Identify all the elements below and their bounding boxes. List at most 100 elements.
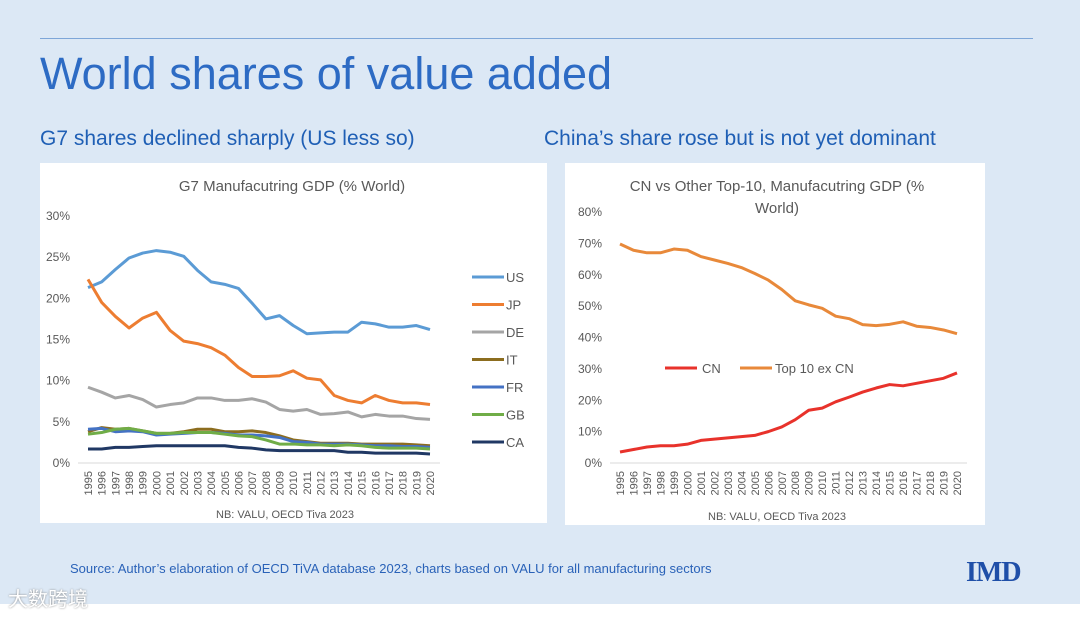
x-tick-label: 2016: [898, 471, 910, 495]
series-line-de: [87, 385, 431, 421]
source-note: Source: Author’s elaboration of OECD TiV…: [70, 561, 712, 576]
x-tick-label: 1997: [110, 471, 122, 495]
x-tick-label: 2001: [696, 471, 708, 495]
legend-label: Top 10 ex CN: [775, 361, 854, 376]
x-tick-label: 2014: [871, 471, 883, 495]
x-tick-label: 2006: [233, 471, 245, 495]
x-tick-label: 2010: [288, 471, 300, 495]
x-tick-label: 1996: [97, 471, 109, 495]
series-line-top-10-ex-cn: [619, 242, 958, 336]
slide: World shares of value added G7 shares de…: [0, 0, 1080, 604]
x-tick-label: 1997: [642, 471, 654, 495]
x-tick-label: 2001: [165, 471, 177, 495]
x-tick-label: 2011: [302, 471, 314, 495]
x-tick-label: 1999: [138, 471, 150, 495]
x-tick-label: 1999: [669, 471, 681, 495]
x-tick-label: 2002: [179, 471, 191, 495]
right-subtitle: China’s share rose but is not yet domina…: [544, 127, 936, 150]
legend-label: GB: [506, 408, 525, 423]
y-tick-label: 40%: [578, 331, 602, 345]
series-line-ca: [88, 444, 431, 456]
x-tick-label: 1998: [124, 471, 136, 495]
y-tick-label: 50%: [578, 299, 602, 313]
legend-label: CN: [702, 361, 721, 376]
x-tick-label: 1996: [628, 471, 640, 495]
chart-note: NB: VALU, OECD Tiva 2023: [216, 509, 354, 521]
y-tick-label: 5%: [53, 415, 71, 429]
series-line-jp: [86, 278, 431, 407]
x-tick-label: 2005: [220, 471, 232, 495]
x-tick-label: 2017: [912, 471, 924, 495]
g7-chart: G7 Manufacutring GDP (% World) NB: VALU,…: [40, 163, 547, 523]
x-tick-label: 2002: [709, 471, 721, 495]
chart-title: G7 Manufacutring GDP (% World): [179, 178, 405, 195]
x-tick-label: 2009: [275, 471, 287, 495]
cn-chart: CN vs Other Top-10, Manufacutring GDP (%…: [565, 163, 985, 525]
x-tick-label: 2017: [384, 471, 396, 495]
y-tick-label: 30%: [578, 362, 602, 376]
x-tick-label: 2007: [777, 471, 789, 495]
legend-label: IT: [506, 353, 518, 368]
chart-title-line2: World): [755, 200, 799, 217]
y-tick-label: 60%: [578, 268, 602, 282]
x-tick-label: 2012: [844, 471, 856, 495]
x-tick-label: 1998: [655, 471, 667, 495]
x-tick-label: 2015: [357, 471, 369, 495]
series-line-us: [87, 249, 431, 336]
x-tick-label: 2016: [370, 471, 382, 495]
slide-title: World shares of value added: [40, 48, 613, 99]
chart-title: CN vs Other Top-10, Manufacutring GDP (%: [630, 178, 925, 195]
series-line-cn: [619, 371, 958, 454]
x-tick-label: 1995: [615, 471, 627, 495]
y-tick-label: 80%: [578, 205, 602, 219]
cn-chart-svg: CN vs Other Top-10, Manufacutring GDP (%…: [578, 178, 967, 523]
x-tick-label: 2006: [763, 471, 775, 495]
x-tick-label: 2004: [206, 471, 218, 495]
series-line-gb: [87, 426, 431, 451]
x-tick-label: 2018: [925, 471, 937, 495]
x-tick-label: 2020: [425, 471, 437, 495]
x-tick-label: 2019: [939, 471, 951, 495]
x-tick-label: 2010: [817, 471, 829, 495]
y-tick-label: 20%: [46, 291, 70, 305]
legend-label: FR: [506, 380, 523, 395]
legend-label: CA: [506, 435, 524, 450]
y-tick-label: 15%: [46, 333, 70, 347]
legend-label: DE: [506, 325, 524, 340]
x-tick-label: 2008: [790, 471, 802, 495]
x-tick-label: 2004: [736, 471, 748, 495]
g7-chart-svg: G7 Manufacutring GDP (% World) NB: VALU,…: [46, 178, 525, 521]
x-tick-label: 2014: [343, 471, 355, 495]
x-tick-label: 2000: [682, 471, 694, 495]
legend-label: US: [506, 270, 524, 285]
title-rule: [40, 38, 1033, 39]
y-tick-label: 25%: [46, 250, 70, 264]
watermark: 大数跨境: [8, 589, 88, 611]
x-tick-label: 2003: [723, 471, 735, 495]
x-tick-label: 2009: [804, 471, 816, 495]
x-tick-label: 2012: [316, 471, 328, 495]
x-tick-label: 2019: [411, 471, 423, 495]
chart-note: NB: VALU, OECD Tiva 2023: [708, 511, 846, 523]
legend-label: JP: [506, 298, 521, 313]
y-tick-label: 20%: [578, 393, 602, 407]
x-tick-label: 2005: [750, 471, 762, 495]
y-tick-label: 0%: [53, 456, 71, 470]
y-tick-label: 70%: [578, 236, 602, 250]
x-tick-label: 2008: [261, 471, 273, 495]
y-tick-label: 30%: [46, 209, 70, 223]
y-tick-label: 10%: [578, 425, 602, 439]
x-tick-label: 2013: [858, 471, 870, 495]
x-tick-label: 1995: [83, 471, 95, 495]
x-tick-label: 2015: [885, 471, 897, 495]
x-tick-label: 2000: [151, 471, 163, 495]
x-tick-label: 2020: [952, 471, 964, 495]
x-tick-label: 2018: [398, 471, 410, 495]
imd-logo: IMD: [966, 557, 1022, 588]
left-subtitle: G7 shares declined sharply (US less so): [40, 127, 415, 150]
x-tick-label: 2013: [329, 471, 341, 495]
x-tick-label: 2003: [192, 471, 204, 495]
y-tick-label: 10%: [46, 374, 70, 388]
y-tick-label: 0%: [585, 456, 603, 470]
x-tick-label: 2007: [247, 471, 259, 495]
